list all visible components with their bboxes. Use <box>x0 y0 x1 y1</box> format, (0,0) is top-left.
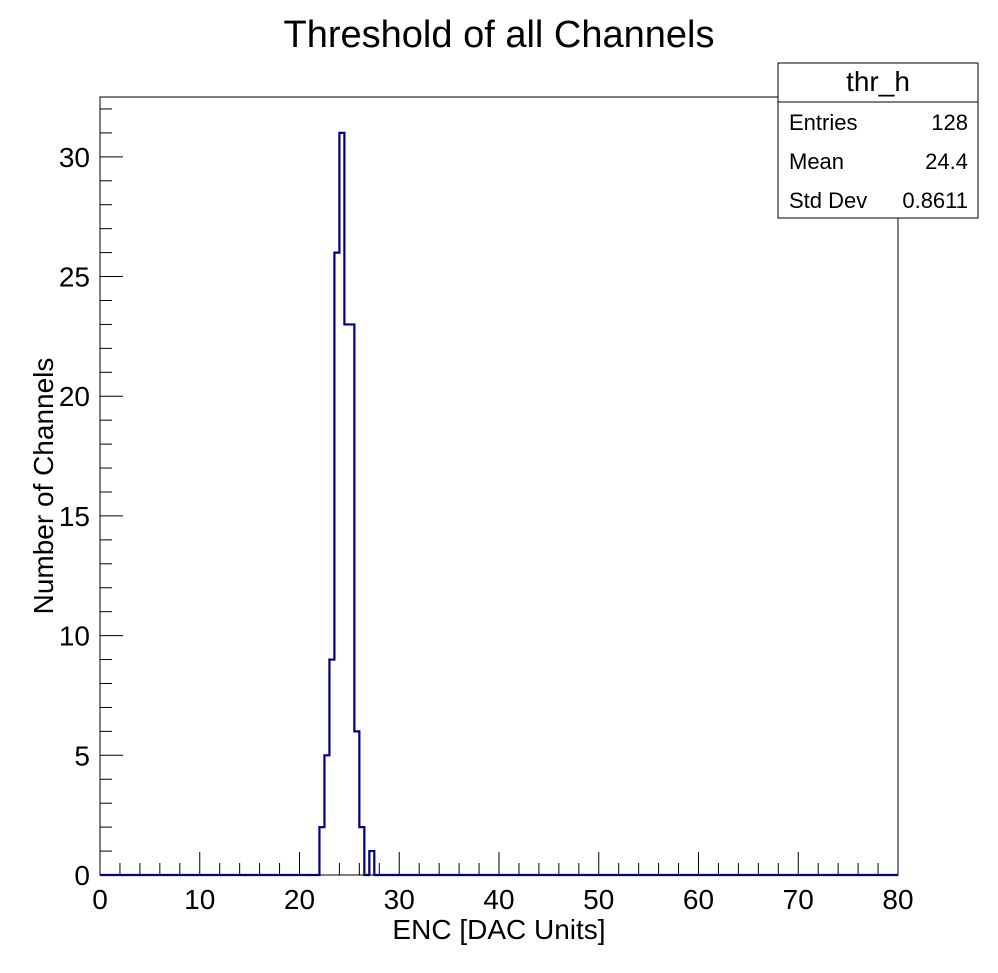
stats-box-title: thr_h <box>846 66 910 97</box>
x-tick-label: 30 <box>384 884 415 915</box>
stats-stddev-label: Std Dev <box>789 188 867 213</box>
y-tick-label: 30 <box>59 142 90 173</box>
x-axis-ticks: 0 10 20 30 40 50 60 70 80 <box>92 852 914 915</box>
x-tick-label: 50 <box>583 884 614 915</box>
histogram-bin <box>344 324 354 875</box>
y-tick-label: 20 <box>59 381 90 412</box>
stats-box-frame <box>777 62 979 219</box>
y-tick-label: 5 <box>74 740 90 771</box>
x-tick-label: 60 <box>683 884 714 915</box>
chart-title: Threshold of all Channels <box>284 14 715 56</box>
x-tick-label: 0 <box>92 884 108 915</box>
y-tick-label: 25 <box>59 262 90 293</box>
x-tick-label: 10 <box>184 884 215 915</box>
x-tick-label: 70 <box>783 884 814 915</box>
stats-box: thr_h Entries 128 Mean 24.4 Std Dev 0.86… <box>777 62 979 219</box>
histogram-outline <box>100 131 898 877</box>
stats-entries-value: 128 <box>931 110 968 135</box>
stats-entries-label: Entries <box>789 110 857 135</box>
y-axis-ticks: 0 5 10 15 20 25 30 <box>59 108 123 891</box>
stats-mean-value: 24.4 <box>925 149 968 174</box>
x-tick-label: 80 <box>882 884 913 915</box>
y-tick-label: 0 <box>74 860 90 891</box>
stats-stddev-value: 0.8611 <box>902 188 968 213</box>
y-axis-label: Number of Channels <box>28 358 59 615</box>
x-tick-label: 40 <box>483 884 514 915</box>
histogram-series <box>100 131 898 877</box>
y-tick-label: 10 <box>59 621 90 652</box>
stats-mean-label: Mean <box>789 149 844 174</box>
y-tick-label: 15 <box>59 501 90 532</box>
x-tick-label: 20 <box>284 884 315 915</box>
x-axis-label: ENC [DAC Units] <box>392 914 605 945</box>
